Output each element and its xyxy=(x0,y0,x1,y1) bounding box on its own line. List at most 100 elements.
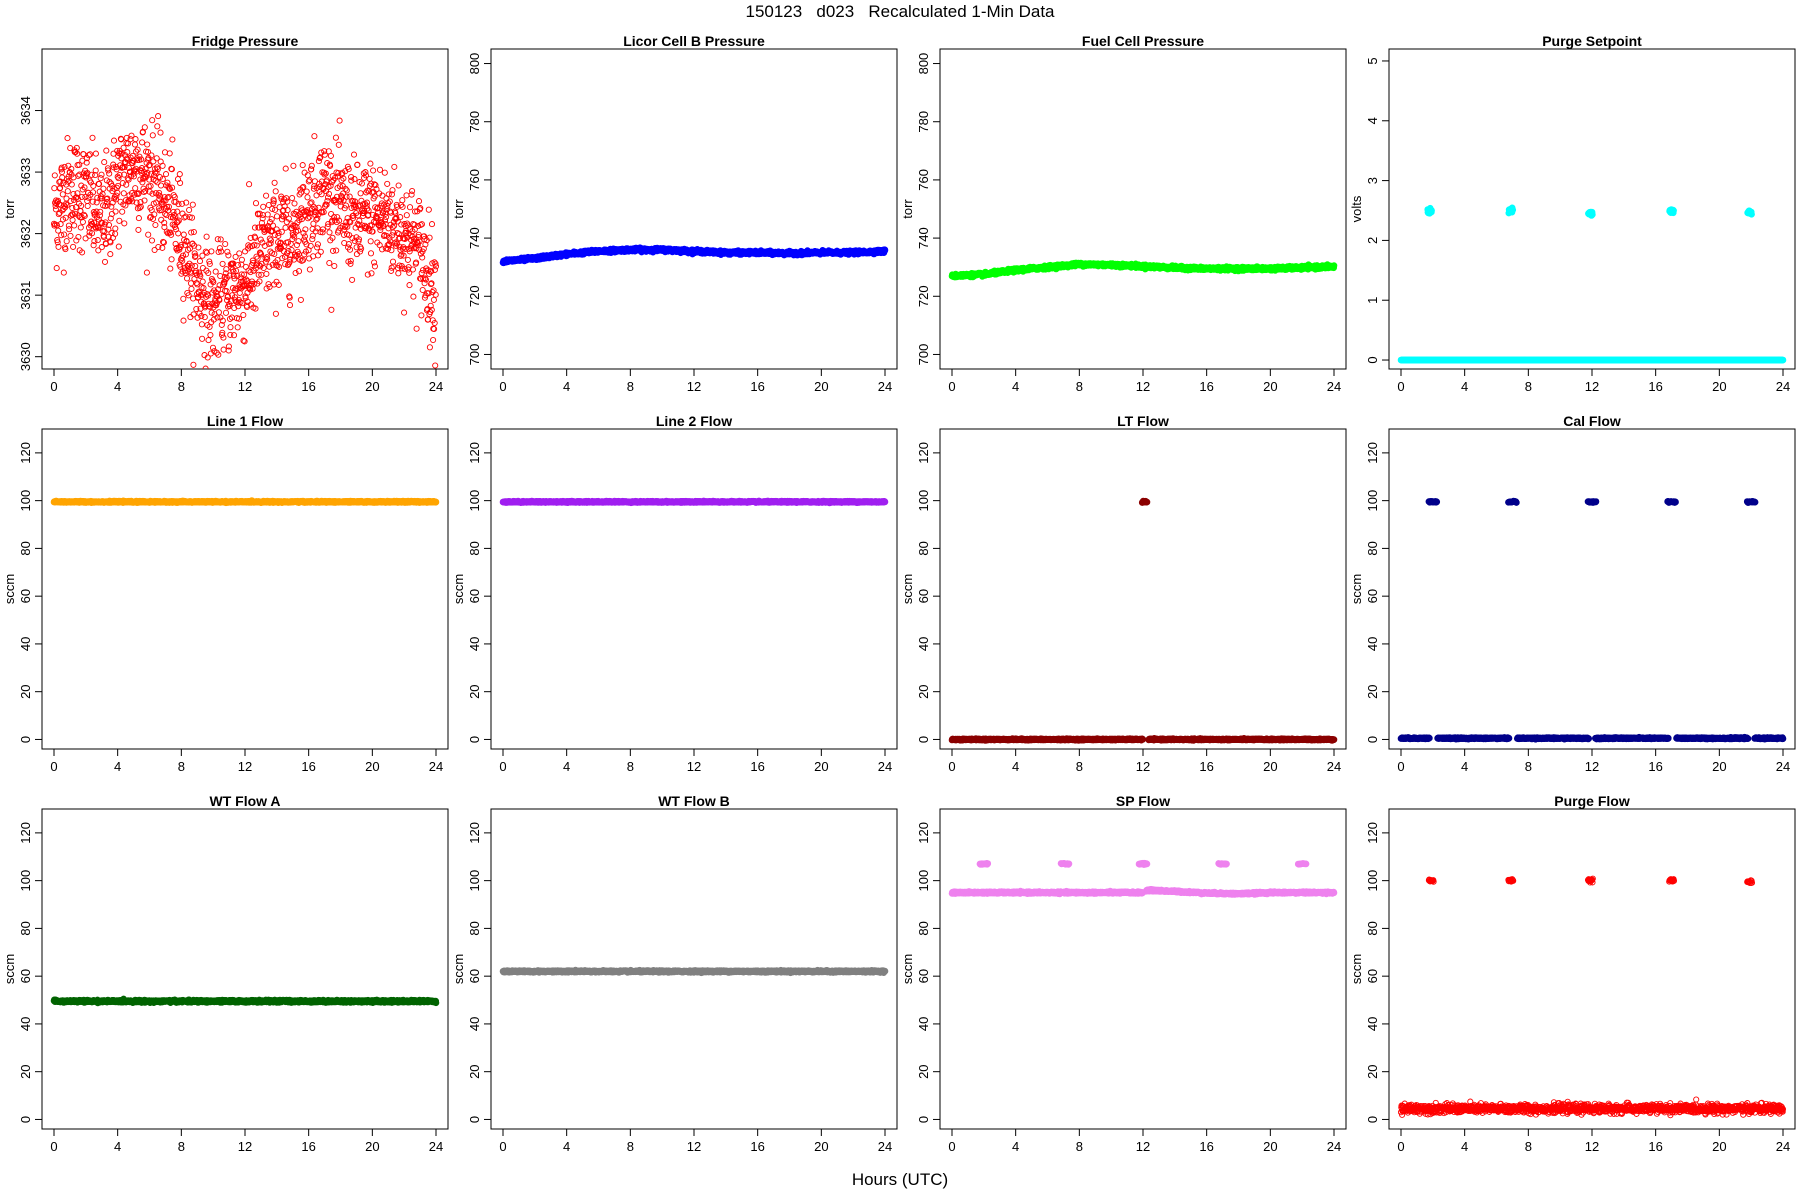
y-tick-label: 760 xyxy=(916,169,931,191)
data-point xyxy=(145,231,152,238)
data-point xyxy=(112,230,119,237)
data-point xyxy=(160,239,167,246)
data-point xyxy=(307,200,314,207)
data-point xyxy=(210,279,217,286)
data-point xyxy=(215,248,222,256)
data-point xyxy=(183,275,191,282)
data-point xyxy=(64,135,71,142)
data-point xyxy=(77,224,84,231)
data-point xyxy=(148,206,155,214)
data-point xyxy=(417,221,424,229)
data-point xyxy=(132,165,139,172)
data-point xyxy=(87,151,94,158)
data-point xyxy=(183,199,190,206)
data-point xyxy=(346,218,353,225)
data-point xyxy=(292,269,299,277)
data-point xyxy=(406,282,413,289)
data-point xyxy=(66,226,73,233)
data-point xyxy=(185,292,192,299)
data-point xyxy=(417,205,424,212)
data-point xyxy=(96,212,103,219)
data-point xyxy=(309,236,316,243)
data-point xyxy=(390,229,397,236)
data-point xyxy=(384,203,391,210)
data-point xyxy=(399,203,406,210)
data-point xyxy=(91,238,98,245)
y-tick-label: 800 xyxy=(916,53,931,75)
data-point xyxy=(403,192,410,199)
data-point xyxy=(383,213,390,221)
data-point xyxy=(388,191,395,198)
data-point xyxy=(71,210,79,217)
data-point xyxy=(411,226,418,233)
data-point xyxy=(161,224,168,231)
data-point xyxy=(203,233,210,240)
data-point xyxy=(222,276,229,283)
data-point xyxy=(78,182,85,189)
data-point xyxy=(270,198,277,205)
data-point xyxy=(342,222,349,229)
data-point xyxy=(308,166,315,173)
data-point xyxy=(101,159,108,166)
data-point xyxy=(389,187,396,194)
data-point xyxy=(372,182,379,189)
data-point xyxy=(62,214,69,221)
data-point xyxy=(116,217,123,224)
data-point xyxy=(250,259,257,266)
data-point xyxy=(55,243,62,250)
data-point xyxy=(310,253,317,260)
data-point xyxy=(157,129,164,136)
data-point xyxy=(226,272,233,279)
data-point xyxy=(225,343,232,350)
data-point xyxy=(96,224,103,231)
data-point xyxy=(315,252,322,259)
data-point xyxy=(315,158,322,165)
data-point xyxy=(149,132,156,139)
data-point xyxy=(365,207,372,214)
data-point xyxy=(283,195,290,202)
data-point xyxy=(300,230,307,237)
data-point xyxy=(363,199,371,206)
data-point xyxy=(288,246,295,254)
data-point xyxy=(432,263,440,270)
data-point xyxy=(357,190,364,197)
data-point xyxy=(319,229,326,236)
data-point xyxy=(159,162,166,169)
data-point xyxy=(302,226,309,233)
data-point xyxy=(428,268,435,275)
data-point xyxy=(241,338,248,345)
data-point xyxy=(395,270,402,277)
data-point xyxy=(240,311,247,319)
data-point xyxy=(199,335,206,342)
data-point xyxy=(59,191,66,198)
data-point xyxy=(183,238,190,245)
data-point xyxy=(186,214,193,221)
data-point xyxy=(241,271,248,278)
data-point xyxy=(378,219,385,226)
data-point xyxy=(52,206,59,213)
data-point xyxy=(348,177,355,184)
data-point xyxy=(252,305,259,312)
data-point xyxy=(205,337,212,344)
data-point xyxy=(150,158,157,165)
data-point xyxy=(285,215,292,222)
data-point xyxy=(162,171,170,178)
data-point xyxy=(72,204,80,211)
data-point xyxy=(218,291,225,298)
data-point xyxy=(97,175,104,182)
y-tick-label: 2 xyxy=(1365,237,1380,244)
data-point xyxy=(179,210,186,217)
data-point xyxy=(326,259,333,267)
data-point xyxy=(175,201,182,208)
data-point xyxy=(90,209,97,216)
data-point xyxy=(432,291,439,298)
data-point xyxy=(55,227,62,234)
data-point xyxy=(224,248,231,255)
data-point xyxy=(380,207,387,215)
data-point xyxy=(134,146,141,153)
data-point xyxy=(428,221,436,228)
data-point xyxy=(97,208,104,215)
data-point xyxy=(139,139,146,146)
data-point xyxy=(275,229,282,236)
y-tick-label: 4 xyxy=(1365,117,1380,124)
